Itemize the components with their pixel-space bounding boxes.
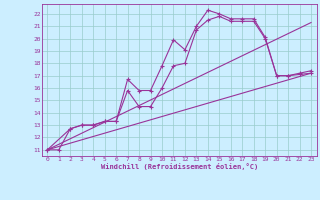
X-axis label: Windchill (Refroidissement éolien,°C): Windchill (Refroidissement éolien,°C) <box>100 163 258 170</box>
